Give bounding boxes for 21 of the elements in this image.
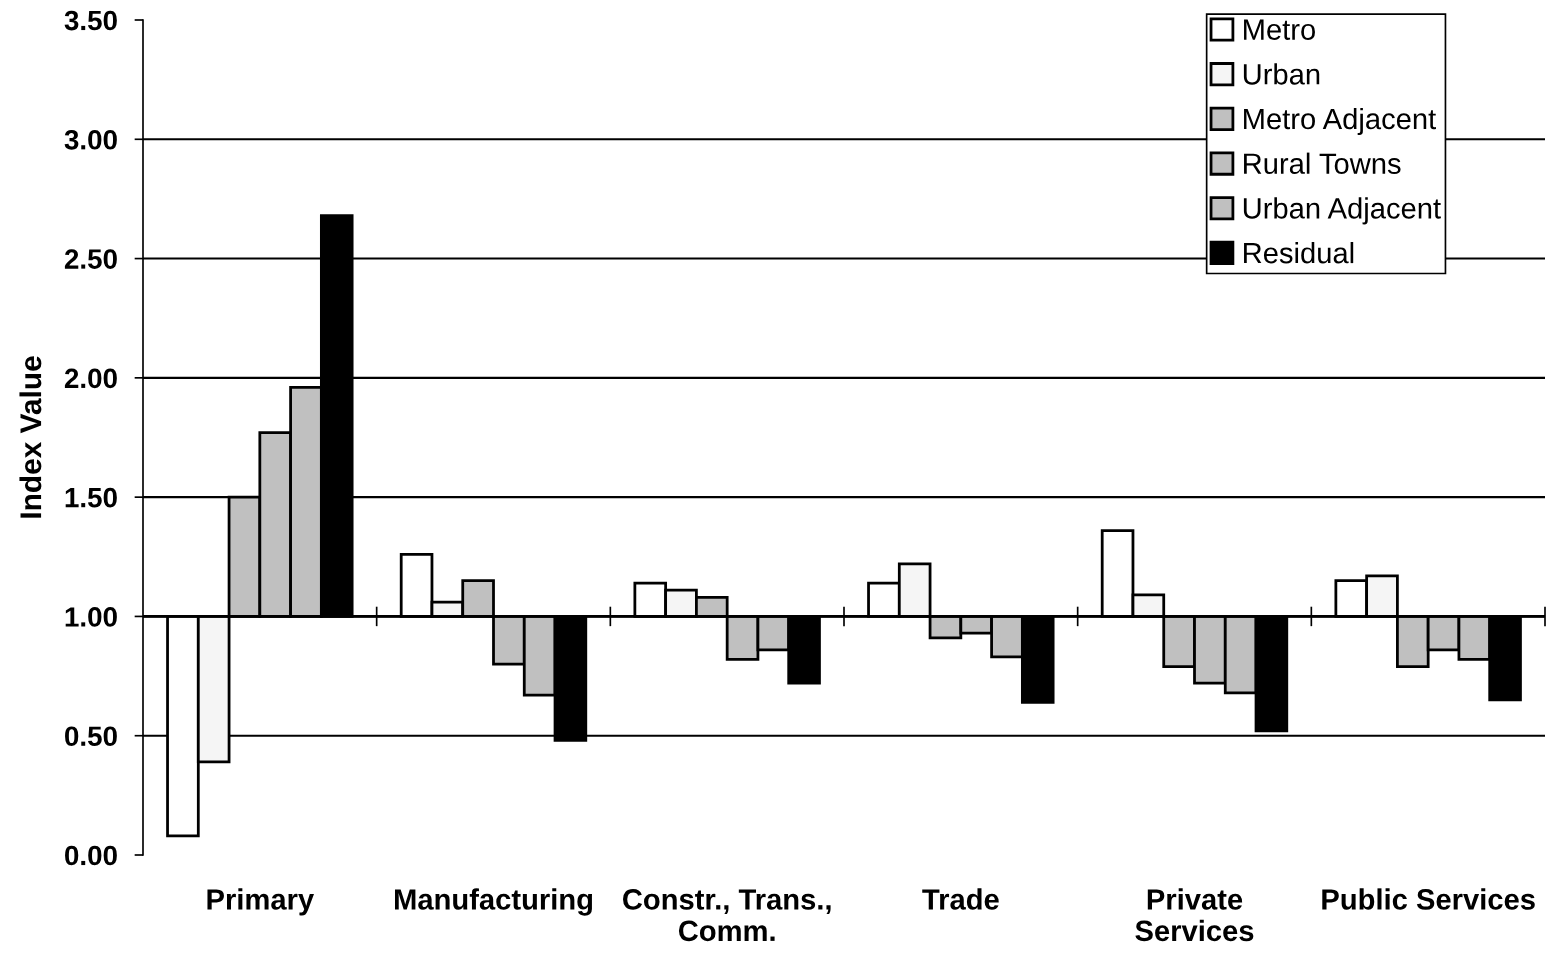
y-tick-label: 3.00 bbox=[64, 129, 117, 150]
legend-label: Metro bbox=[1244, 19, 1315, 40]
y-tick-label: 0.00 bbox=[65, 845, 117, 866]
x-tick-label: Manufacturing bbox=[395, 888, 593, 916]
y-tick-label: 2.50 bbox=[64, 249, 117, 269]
legend-label: Metro Adjacent bbox=[1244, 107, 1436, 136]
legend-label: Urban bbox=[1243, 63, 1320, 85]
y-tick-label: 1.50 bbox=[65, 487, 117, 508]
x-tick-label: Trade bbox=[922, 888, 999, 910]
legend-label: Residual bbox=[1244, 241, 1354, 264]
legend-label: Urban Adjacent bbox=[1243, 197, 1441, 225]
y-tick-label: 1.00 bbox=[65, 607, 117, 627]
legend-label: Rural Towns bbox=[1244, 152, 1401, 175]
x-tick-label: Public Services bbox=[1322, 888, 1535, 910]
y-tick-label: 3.50 bbox=[64, 10, 117, 31]
y-tick-label: 0.50 bbox=[65, 726, 117, 747]
x-tick-label: Primary bbox=[207, 888, 314, 916]
x-tick-label: Private Services bbox=[1135, 888, 1254, 942]
y-axis-title: Index Value bbox=[19, 356, 42, 518]
y-tick-label: 2.00 bbox=[64, 368, 117, 389]
x-tick-label: Constr., Trans., Comm. bbox=[623, 889, 831, 942]
